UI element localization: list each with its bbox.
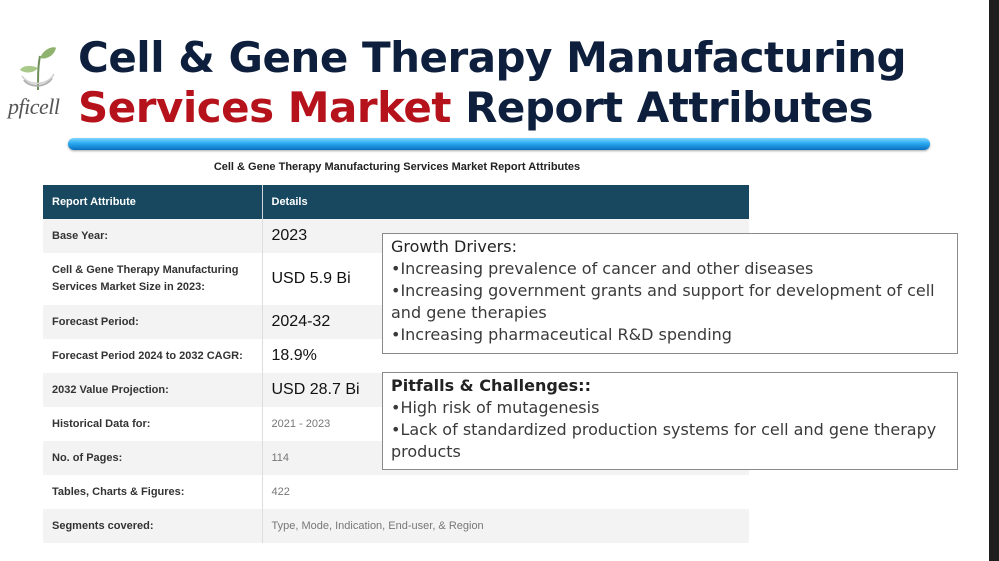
row-attribute: No. of Pages:: [43, 441, 263, 475]
pitfall-item: •High risk of mutagenesis: [391, 398, 600, 417]
title-line-2: Services Market Report Attributes: [78, 83, 906, 133]
title-underline-bar: [68, 138, 930, 150]
growth-drivers-heading: Growth Drivers:: [391, 237, 517, 256]
growth-driver-item: •Increasing pharmaceutical R&D spending: [391, 325, 732, 344]
title-accent: Services Market: [78, 83, 451, 132]
table-caption: Cell & Gene Therapy Manufacturing Servic…: [213, 161, 581, 173]
table-row: Forecast Period 2024 to 2032 CAGR: 18.9%: [43, 339, 749, 373]
title-rest: Report Attributes: [450, 83, 874, 132]
title-line-1: Cell & Gene Therapy Manufacturing: [78, 33, 907, 82]
row-attribute: Forecast Period:: [43, 305, 263, 339]
logo: pficell: [8, 42, 72, 126]
pitfalls-challenges-box: Pitfalls & Challenges:: •High risk of mu…: [382, 372, 958, 470]
header-attribute: Report Attribute: [43, 185, 263, 219]
right-edge-frame: [989, 0, 999, 561]
pitfall-item: •Lack of standardized production systems…: [391, 420, 937, 461]
page-title: Cell & Gene Therapy Manufacturing Servic…: [78, 33, 907, 133]
leaf-sprout-icon: [20, 47, 56, 91]
growth-driver-item: •Increasing government grants and suppor…: [391, 281, 935, 322]
table-row: Segments covered: Type, Mode, Indication…: [43, 509, 749, 543]
row-detail: 422: [262, 475, 749, 509]
growth-drivers-box: Growth Drivers: •Increasing prevalence o…: [382, 233, 958, 354]
growth-driver-item: •Increasing prevalence of cancer and oth…: [391, 259, 814, 278]
row-attribute: Historical Data for:: [43, 407, 263, 441]
row-attribute: Segments covered:: [43, 509, 263, 543]
row-attribute: Tables, Charts & Figures:: [43, 475, 263, 509]
header-details: Details: [262, 185, 749, 219]
row-detail: Type, Mode, Indication, End-user, & Regi…: [262, 509, 749, 543]
logo-text: pficell: [8, 94, 60, 119]
row-attribute: Cell & Gene Therapy Manufacturing Servic…: [43, 253, 263, 305]
table-row: Tables, Charts & Figures: 422: [43, 475, 749, 509]
row-attribute: Forecast Period 2024 to 2032 CAGR:: [43, 339, 263, 373]
row-attribute: 2032 Value Projection:: [43, 373, 263, 407]
pitfalls-heading: Pitfalls & Challenges::: [391, 376, 591, 395]
table-header-row: Report Attribute Details: [43, 185, 749, 219]
row-attribute: Base Year:: [43, 219, 263, 253]
